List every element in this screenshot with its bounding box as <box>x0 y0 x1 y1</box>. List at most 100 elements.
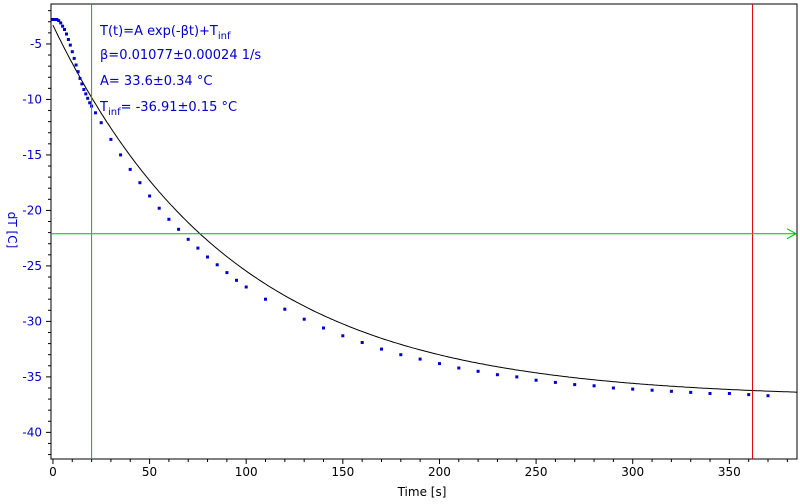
data-point <box>128 167 132 171</box>
annotation-model: T(t)=A exp(-βt)+Tinf <box>99 24 231 42</box>
data-point <box>476 369 480 373</box>
data-point <box>177 227 181 231</box>
data-point <box>235 278 238 282</box>
x-axis: 0 50 100 150 200 250 300 350 <box>49 459 788 479</box>
data-point <box>138 181 142 185</box>
data-point <box>94 111 97 115</box>
data-point <box>68 43 72 47</box>
annotation-tinf-rest: = -36.91±0.15 °C <box>121 100 237 115</box>
data-point <box>283 307 287 311</box>
plot-frame <box>50 3 798 460</box>
y-tick-label: -40 <box>22 425 42 439</box>
data-point <box>61 24 65 28</box>
fit-curve <box>52 24 798 393</box>
data-point <box>51 18 55 21</box>
annotation-amplitude: A= 33.6±0.34 °C <box>100 74 212 89</box>
data-point <box>302 317 306 321</box>
data-point <box>341 334 345 338</box>
data-point <box>766 394 770 398</box>
x-tick-label: 150 <box>331 465 354 479</box>
data-point <box>55 18 59 21</box>
y-tick-label: -25 <box>22 259 42 273</box>
marker-lines-layer <box>51 4 798 459</box>
data-point <box>66 38 70 41</box>
data-point <box>80 82 84 86</box>
data-point <box>86 96 90 100</box>
data-point <box>76 70 80 74</box>
data-point <box>650 388 654 392</box>
y-tick-label: -10 <box>22 92 42 106</box>
data-point <box>186 237 190 241</box>
data-point <box>167 217 171 221</box>
data-point <box>72 56 76 60</box>
x-tick-label: 200 <box>428 465 451 479</box>
x-tick-label: 0 <box>49 465 57 479</box>
data-point <box>157 206 161 210</box>
y-tick-label: -5 <box>30 37 42 51</box>
data-point <box>196 246 200 250</box>
data-point <box>457 366 461 370</box>
data-point <box>747 393 751 397</box>
data-point <box>534 378 538 382</box>
data-point <box>225 271 229 275</box>
data-point <box>515 375 519 379</box>
data-point <box>53 18 57 21</box>
data-point <box>631 387 635 391</box>
data-point <box>148 194 152 198</box>
data-point <box>63 28 66 31</box>
data-point <box>399 353 403 357</box>
data-point <box>689 390 693 394</box>
data-point <box>82 88 86 91</box>
x-tick-label: 300 <box>621 465 644 479</box>
data-point <box>70 50 74 54</box>
data-point <box>553 380 557 384</box>
annotation-tinf-sub: inf <box>108 107 121 118</box>
fit-curve-layer <box>52 24 798 393</box>
data-point <box>65 32 68 36</box>
y-tick-label: -30 <box>22 314 42 328</box>
annotation-beta: β=0.01077±0.00024 1/s <box>100 48 261 63</box>
x-axis-label: Time [s] <box>397 485 447 499</box>
data-point <box>119 153 123 157</box>
data-point <box>708 392 712 395</box>
data-point <box>380 347 383 351</box>
data-point <box>206 255 209 259</box>
data-point <box>611 386 615 390</box>
y-axis: -5 -10 -15 -20 -25 -30 -35 -40 <box>22 10 51 456</box>
data-point <box>322 326 325 330</box>
y-tick-label: -15 <box>22 148 42 162</box>
data-point <box>74 63 78 67</box>
data-point <box>727 392 731 395</box>
y-axis-label: dT [C] <box>5 212 19 249</box>
annotation-model-main: T(t)=A exp(-βt)+T <box>99 24 218 39</box>
annotation-tinf-main: T <box>99 100 108 115</box>
annotation-model-sub: inf <box>218 31 231 42</box>
y-tick-label: -20 <box>22 203 42 217</box>
data-point <box>84 92 88 96</box>
data-point <box>88 101 92 105</box>
data-point <box>438 362 441 366</box>
data-point <box>418 357 422 361</box>
data-point <box>360 341 364 344</box>
x-tick-label: 50 <box>142 465 157 479</box>
data-point <box>215 263 219 267</box>
data-point <box>109 137 113 141</box>
data-point <box>99 121 103 125</box>
horizontal-marker-arrowhead <box>786 228 798 240</box>
annotation-tinf: Tinf= -36.91±0.15 °C <box>99 100 237 118</box>
data-point <box>244 285 248 289</box>
y-tick-label: -35 <box>22 370 42 384</box>
data-point <box>78 76 82 80</box>
data-point <box>264 297 267 301</box>
data-point <box>592 384 596 388</box>
data-point <box>573 383 577 387</box>
data-point <box>59 21 63 25</box>
data-point <box>57 19 61 23</box>
data-point <box>495 373 499 377</box>
x-tick-label: 250 <box>525 465 548 479</box>
data-points-layer <box>51 18 770 398</box>
data-point <box>669 389 673 393</box>
x-tick-label: 100 <box>235 465 258 479</box>
x-tick-label: 350 <box>718 465 741 479</box>
